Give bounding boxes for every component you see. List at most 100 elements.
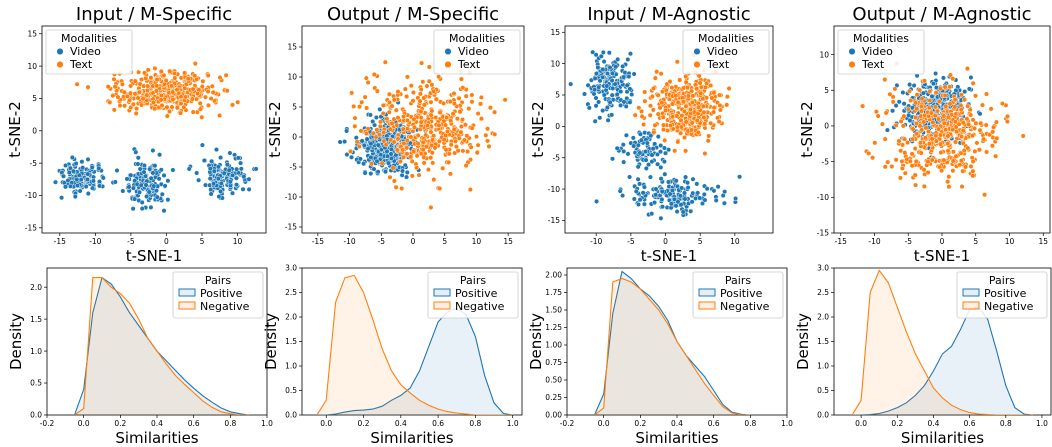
x-tick-label: 0.0	[855, 419, 867, 428]
point-video	[85, 171, 91, 177]
point-text	[358, 128, 364, 134]
point-video	[141, 162, 147, 169]
point-video	[135, 155, 141, 161]
point-text	[130, 101, 136, 107]
y-tick-label: 1.5	[817, 337, 829, 346]
point-text	[414, 165, 420, 171]
y-tick-label: 0.50	[545, 376, 562, 385]
point-text	[386, 99, 393, 105]
point-text	[428, 99, 434, 105]
y-axis-label: t-SNE-2	[798, 101, 816, 157]
point-text	[394, 122, 400, 128]
point-video	[637, 181, 643, 187]
point-text	[964, 66, 970, 72]
point-text	[408, 83, 414, 89]
x-tick-label: 0	[164, 237, 169, 246]
x-tick-label: 1.0	[1036, 419, 1048, 428]
point-text	[947, 72, 953, 78]
point-text	[452, 138, 459, 144]
point-text	[111, 76, 117, 82]
point-video	[211, 181, 217, 187]
x-tick-label: 0.4	[927, 419, 939, 428]
point-text	[971, 125, 978, 132]
point-text	[446, 151, 452, 157]
point-text	[659, 100, 665, 106]
plot-frame	[41, 25, 267, 234]
point-video	[657, 149, 664, 155]
point-text	[679, 113, 685, 119]
point-video	[96, 165, 102, 171]
x-tick-label: 15	[1038, 237, 1048, 246]
point-text	[415, 132, 421, 138]
y-tick-label: 1.5	[285, 337, 297, 346]
point-video	[196, 177, 202, 183]
chart-title: Output / M-Agnostic	[852, 4, 1031, 25]
point-text	[133, 110, 139, 116]
point-video	[148, 204, 154, 210]
area-positive	[316, 308, 513, 415]
point-text	[478, 116, 485, 122]
point-text	[197, 106, 203, 112]
point-text	[885, 159, 891, 165]
x-tick-label: -15	[835, 237, 847, 246]
point-text	[926, 141, 932, 147]
point-text	[469, 92, 475, 98]
point-video	[368, 141, 374, 147]
point-video	[662, 150, 669, 156]
point-video	[711, 188, 717, 194]
point-text	[437, 109, 443, 116]
point-video	[186, 166, 192, 172]
point-text	[492, 131, 498, 137]
point-video	[78, 177, 84, 183]
y-tick-label: 1.25	[545, 323, 562, 332]
x-tick-label: -15	[312, 237, 324, 246]
point-text	[463, 163, 469, 169]
point-video	[138, 182, 144, 188]
point-text	[431, 177, 437, 183]
plot-area	[73, 276, 249, 415]
point-video	[353, 135, 359, 141]
point-text	[953, 139, 959, 145]
point-text	[381, 129, 387, 136]
point-text	[105, 84, 111, 90]
point-text	[960, 128, 966, 134]
point-text	[913, 182, 919, 188]
point-text	[377, 119, 384, 125]
plot-frame	[564, 25, 774, 234]
point-text	[695, 130, 701, 136]
point-text	[921, 78, 927, 84]
point-text	[662, 137, 668, 143]
point-video	[238, 166, 244, 172]
y-tick-label: 0	[555, 122, 560, 131]
point-text	[945, 140, 951, 147]
point-video	[637, 150, 643, 156]
point-video	[962, 89, 968, 95]
point-video	[643, 149, 649, 155]
legend-title: Pairs	[460, 274, 486, 287]
point-text	[380, 102, 386, 108]
y-axis-label: Density	[7, 313, 25, 370]
point-text	[199, 114, 205, 120]
x-tick-label: -5	[627, 237, 635, 246]
point-video	[60, 173, 67, 179]
point-text	[440, 165, 446, 171]
point-video	[211, 168, 217, 174]
point-text	[381, 138, 387, 144]
point-text	[391, 178, 397, 184]
point-text	[455, 148, 461, 154]
point-text	[958, 158, 964, 164]
point-text	[937, 132, 944, 138]
x-tick-label: -5	[905, 237, 913, 246]
point-text	[958, 92, 964, 98]
point-video	[621, 99, 627, 105]
point-video	[647, 174, 653, 180]
point-video	[666, 147, 672, 153]
point-text	[200, 78, 206, 84]
point-video	[721, 200, 727, 206]
y-tick-label: 5	[555, 91, 560, 100]
point-text	[958, 134, 965, 140]
point-video	[648, 133, 654, 139]
